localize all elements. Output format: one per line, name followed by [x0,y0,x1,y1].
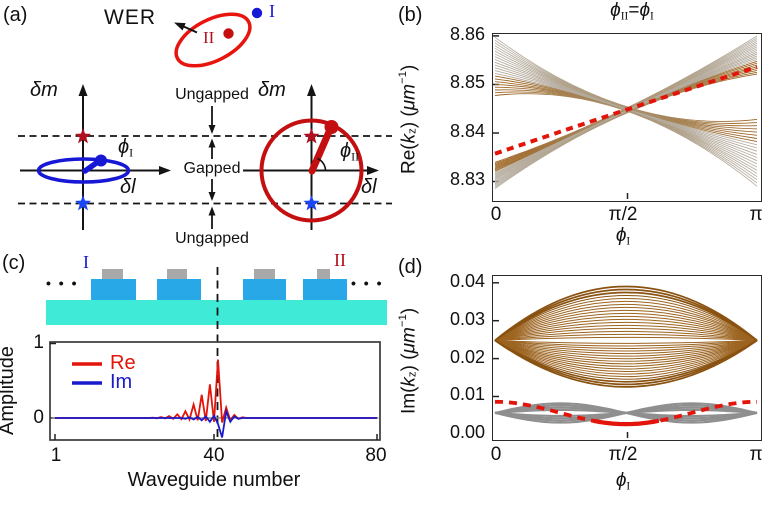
arrow-up-icon [208,206,216,216]
phi-II-label: ϕII [340,140,360,164]
winding-vector-II [308,129,332,175]
panel-d-plot-frame [492,275,762,441]
gapped-label: Gapped [183,160,241,177]
x-tick-label: 0 [490,204,502,225]
y-tick-label: 8.84 [449,121,485,141]
panel-b-plot-frame [492,33,762,202]
amplitude-series [55,359,377,438]
wer-annotation: WER [104,6,156,29]
ellipsis-left: • • • [46,275,79,291]
y-tick-label: 0.02 [449,347,485,367]
wer-edge-mode-line [494,64,758,156]
delta-l-label-left: δl [120,176,136,198]
x-tick-label: 40 [203,445,225,466]
delta-l-label-right: δl [361,176,377,198]
series-Re [55,359,377,423]
x-tick-label: 1 [50,445,62,466]
im-kz-chart [493,282,758,438]
right-y-axis-arrow-icon [307,84,316,96]
ungapped-label-top: Ungapped [175,86,249,103]
arrow-down-icon [208,192,216,201]
legend-re-label: Re [110,352,136,374]
ellipsis-right: • • • [351,275,384,291]
panel-d: (d) 0.04 0.03 0.02 0.01 0.00 Im(kz) (μm−… [395,250,769,505]
y-tick-label: 0 [33,407,44,428]
point-I-label: I [269,1,275,21]
wer-arrow-icon [174,22,186,31]
y-tick-label: 0.01 [449,384,485,404]
x-tick-label: π/2 [608,444,638,465]
delta-m-label-left: δm [30,79,58,101]
arrow-up-icon [208,138,216,148]
re-kz-chart [493,35,758,199]
wer-ellipse [174,12,252,68]
y-tick-label: 8.85 [449,72,485,92]
winding-vector-I [82,159,100,174]
dark-red-star-icon [74,128,92,144]
wer-edge-mode-solid-segment [592,418,660,427]
panel-c-plot-frame [49,341,381,441]
y-tick-label: 8.86 [449,24,485,44]
y-tick-label: 0.04 [449,271,485,291]
x-tick-label: π [749,204,763,225]
bulk-bands [494,35,758,189]
panel-b-title: ϕII=ϕI [610,0,654,23]
left-y-axis-arrow-icon [78,84,88,96]
x-tick-label: π/2 [608,204,638,225]
panel-c-label: (c) [2,252,26,274]
waveguide [303,279,347,300]
winding-ellipse-I [36,157,131,184]
angle-arc-icon [317,157,327,171]
bulk-lenses [494,285,758,388]
right-x-axis-arrow-icon [367,166,379,175]
point-II-dot [223,28,234,39]
ungapped-label-bottom: Ungapped [175,230,249,247]
waveguide-cap [317,269,330,279]
y-tick-label: 8.83 [449,169,485,189]
region-I-label: I [83,252,89,272]
phi-I-label: ϕI [118,136,134,160]
y-tick-label: 1 [33,332,44,353]
panel-a: (a) WER II I δm δl ϕI δm δl ϕII Ungapped… [0,0,395,250]
panel-d-label: (d) [398,256,423,278]
series-Im [55,407,377,438]
waveguide [91,279,136,300]
blue-star-icon [303,195,320,211]
left-x-axis-arrow-icon [159,166,171,175]
panel-a-label: (a) [3,4,28,26]
panel-c-x-axis-title: Waveguide number [127,469,301,491]
substrate [46,300,387,325]
panel-b: (b) ϕII=ϕI 8.86 8.85 8.84 8.83 Re(kz) (μ… [395,0,769,250]
panel-b-y-axis-title: Re(kz) (μm−1) [397,64,420,174]
waveguide [243,279,286,300]
region-II-label: II [334,250,346,270]
waveguide-cap [102,269,123,279]
x-tick-label: π [749,444,763,465]
waveguide [157,279,201,300]
delta-m-label-right: δm [258,79,286,101]
x-tick-label: 80 [365,445,387,466]
waveguide-cap [254,269,275,279]
legend-im-label: Im [110,371,133,393]
winding-circle-II [259,118,364,223]
winding-point-I [95,154,107,167]
waveguide-cap [167,269,187,279]
y-tick-label: 0.03 [449,309,485,329]
point-II-label: II [203,28,215,47]
y-tick-label: 0.00 [449,422,485,442]
panel-b-label: (b) [398,4,423,26]
panel-d-y-axis-title: Im(kz) (μm−1) [397,307,420,415]
panel-a-diagram [18,7,392,230]
point-I-dot [251,7,263,19]
panel-c: (c) I II • • • • • • 1 0 Amplitude Re Im… [0,250,395,505]
winding-point-II [324,120,339,134]
panel-b-x-axis-title: ϕI [615,225,631,248]
panel-c-y-axis-title: Amplitude [0,346,18,436]
arrow-down-icon [208,125,216,134]
x-tick-label: 0 [490,444,502,465]
dark-red-star-icon [303,128,320,144]
blue-star-icon [74,195,92,211]
panel-d-x-axis-title: ϕI [615,470,631,493]
